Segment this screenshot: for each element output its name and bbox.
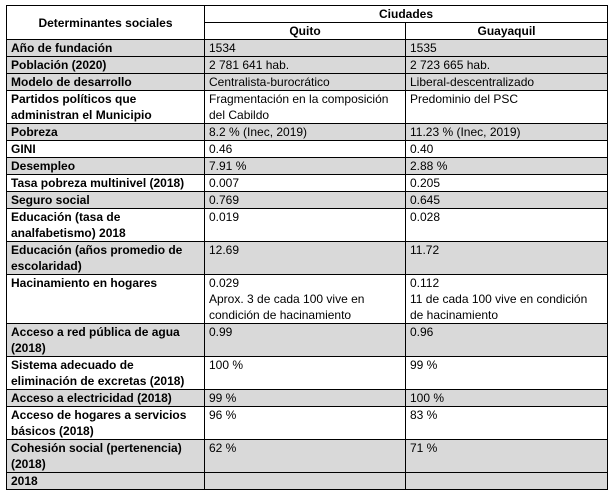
- table-row: Tasa pobreza multinivel (2018) 0.007 0.2…: [6, 174, 609, 192]
- row-label-cell: Desempleo: [6, 157, 205, 175]
- row-label-cell: Acceso de hogares a servicios básicos (2…: [6, 406, 205, 440]
- header-row-group: Determinantes sociales Ciudades: [6, 5, 609, 40]
- header-quito: Quito: [204, 22, 406, 40]
- quito-value-cell: 0.769: [204, 191, 406, 209]
- guayaquil-value-cell: 83 %: [404, 406, 609, 440]
- table-row: Modelo de desarrollo Centralista-burocrá…: [6, 73, 609, 91]
- guayaquil-value-cell: 2 723 665 hab.: [404, 56, 609, 74]
- determinants-table: Determinantes sociales Ciudades Quito Gu…: [6, 5, 609, 490]
- quito-value-cell: Centralista-burocrático: [204, 73, 406, 91]
- row-label-cell: Modelo de desarrollo: [6, 73, 205, 91]
- row-label-cell: Educación (años promedio de escolaridad): [6, 241, 205, 275]
- table-row: Acceso de hogares a servicios básicos (2…: [6, 406, 609, 440]
- header-row-cities: Quito Guayaquil: [7, 22, 609, 40]
- row-label-cell: Tasa pobreza multinivel (2018): [6, 174, 205, 192]
- quito-value-cell: 7.91 %: [204, 157, 406, 175]
- table-row: Desempleo 7.91 % 2.88 %: [6, 157, 609, 175]
- quito-value-cell: 100 %: [204, 356, 406, 390]
- table-row: Acceso a electricidad (2018) 99 % 100 %: [6, 389, 609, 407]
- guayaquil-value-cell: 11.72: [404, 241, 609, 275]
- quito-value-cell: 0.99: [204, 323, 406, 357]
- quito-value-cell: 0.019: [204, 208, 406, 242]
- guayaquil-value-cell: 71 %: [404, 439, 609, 473]
- row-label-cell: Población (2020): [6, 56, 205, 74]
- quito-value-cell: 99 %: [204, 389, 406, 407]
- row-label-cell: Acceso a electricidad (2018): [6, 389, 205, 407]
- quito-value-cell: 12.69: [204, 241, 406, 275]
- table-row: Población (2020) 2 781 641 hab. 2 723 66…: [6, 56, 609, 74]
- guayaquil-value-cell: Liberal-descentralizado: [404, 73, 609, 91]
- guayaquil-value-cell: 0.40: [404, 140, 609, 158]
- table-row: Educación (años promedio de escolaridad)…: [6, 241, 609, 275]
- header-guayaquil: Guayaquil: [404, 22, 609, 40]
- row-label-cell: Hacinamiento en hogares: [6, 274, 205, 324]
- quito-value-cell: 62 %: [204, 439, 406, 473]
- row-label-cell: Educación (tasa de analfabetismo) 2018: [6, 208, 205, 242]
- quito-value-cell: [204, 472, 406, 490]
- header-ciudades: Ciudades: [203, 5, 609, 23]
- header-determinantes: Determinantes sociales: [6, 5, 205, 40]
- quito-value-cell: Fragmentación en la composición del Cabi…: [204, 90, 406, 124]
- guayaquil-value-cell: 2.88 %: [404, 157, 609, 175]
- row-label-cell: GINI: [6, 140, 205, 158]
- guayaquil-value-cell: 100 %: [404, 389, 609, 407]
- row-label-cell: Partidos políticos que administran el Mu…: [6, 90, 205, 124]
- guayaquil-value-cell: Predominio del PSC: [404, 90, 609, 124]
- table-row: Seguro social 0.769 0.645: [6, 191, 609, 209]
- guayaquil-value-cell: [404, 472, 609, 490]
- row-label-cell: Año de fundación: [6, 39, 205, 57]
- quito-value-cell: 0.007: [204, 174, 406, 192]
- guayaquil-value-cell: 11.23 % (Inec, 2019): [404, 123, 609, 141]
- quito-value-cell: 0.029 Aprox. 3 de cada 100 vive en condi…: [204, 274, 406, 324]
- row-label-cell: Seguro social: [6, 191, 205, 209]
- row-label-cell: Pobreza: [6, 123, 205, 141]
- table-row: Cohesión social (pertenencia) (2018) 62 …: [6, 439, 609, 473]
- row-label-cell: Sistema adecuado de eliminación de excre…: [6, 356, 205, 390]
- guayaquil-value-cell: 0.028: [404, 208, 609, 242]
- row-label-cell: 2018: [6, 472, 205, 490]
- guayaquil-value-cell: 0.112 11 de cada 100 vive en condición d…: [404, 274, 609, 324]
- table-row: Sistema adecuado de eliminación de excre…: [6, 356, 609, 390]
- table-row: GINI 0.46 0.40: [6, 140, 609, 158]
- table-row: Año de fundación 1534 1535: [6, 39, 609, 57]
- table-row: Educación (tasa de analfabetismo) 2018 0…: [6, 208, 609, 242]
- row-label-cell: Cohesión social (pertenencia) (2018): [6, 439, 205, 473]
- table-row: Partidos políticos que administran el Mu…: [6, 90, 609, 124]
- guayaquil-value-cell: 0.645: [404, 191, 609, 209]
- table-row: Hacinamiento en hogares 0.029 Aprox. 3 d…: [6, 274, 609, 324]
- quito-value-cell: 2 781 641 hab.: [204, 56, 406, 74]
- table-row: Pobreza 8.2 % (Inec, 2019) 11.23 % (Inec…: [6, 123, 609, 141]
- guayaquil-value-cell: 1535: [404, 39, 609, 57]
- row-label-cell: Acceso a red pública de agua (2018): [6, 323, 205, 357]
- guayaquil-value-cell: 99 %: [404, 356, 609, 390]
- quito-value-cell: 96 %: [204, 406, 406, 440]
- quito-value-cell: 8.2 % (Inec, 2019): [204, 123, 406, 141]
- guayaquil-value-cell: 0.96: [404, 323, 609, 357]
- quito-value-cell: 1534: [204, 39, 406, 57]
- guayaquil-value-cell: 0.205: [404, 174, 609, 192]
- table-row: Acceso a red pública de agua (2018) 0.99…: [6, 323, 609, 357]
- quito-value-cell: 0.46: [204, 140, 406, 158]
- table-row: 2018: [6, 472, 609, 490]
